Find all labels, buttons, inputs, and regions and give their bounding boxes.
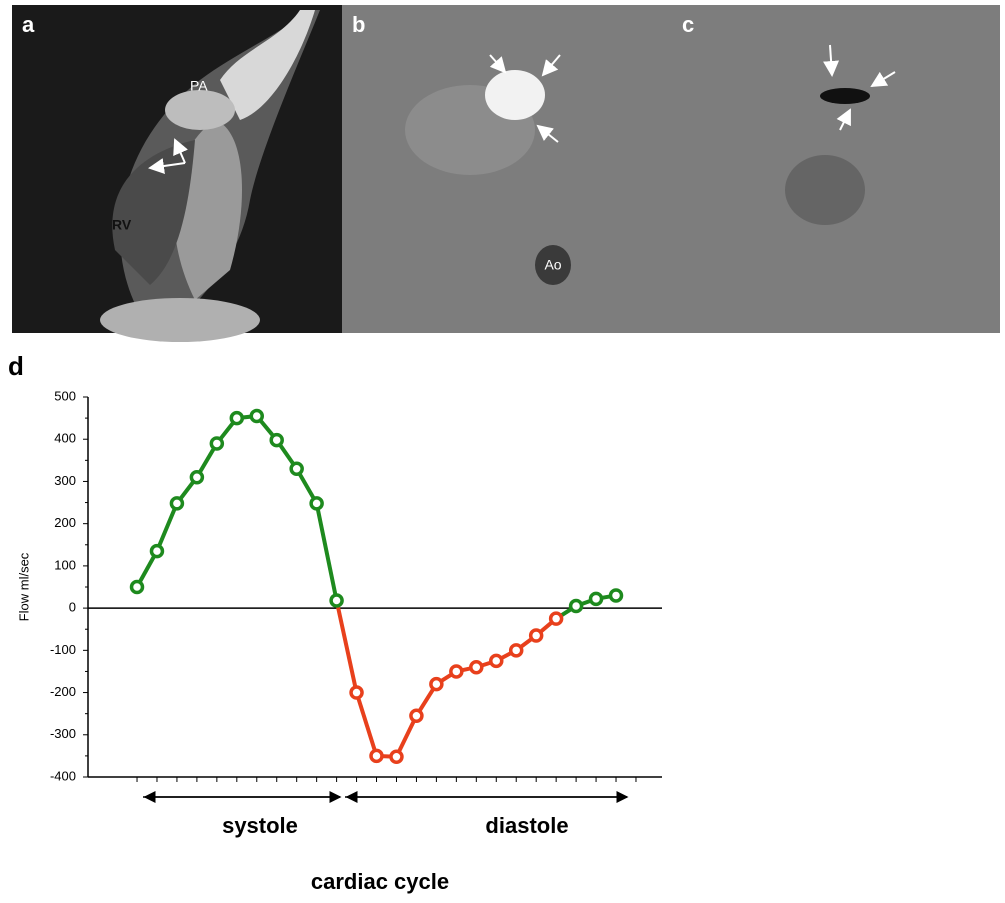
data-point (568, 598, 584, 614)
data-point (229, 410, 245, 426)
data-point (289, 461, 304, 477)
y-tick-label: 200 (54, 515, 76, 530)
y-axis-label: Flow ml/sec (16, 552, 31, 621)
data-point (329, 593, 344, 608)
panel-label: b (352, 12, 365, 37)
panel-label: d (8, 351, 24, 381)
data-point (548, 611, 564, 626)
line-segment (314, 502, 339, 601)
data-point (528, 628, 544, 643)
line-segment (334, 600, 359, 693)
data-point (588, 591, 604, 607)
data-point (608, 588, 624, 603)
annotation: Ao (544, 257, 561, 273)
panel-c: c (672, 5, 1000, 333)
data-point (189, 469, 205, 485)
annotation: diastole (485, 813, 568, 838)
data-point (389, 749, 404, 764)
data-point (469, 659, 484, 675)
panel-label: c (682, 12, 694, 37)
x-axis-label: cardiac cycle (311, 869, 449, 894)
y-tick-label: -100 (50, 642, 76, 657)
annotation: RV (112, 217, 132, 233)
y-tick-label: -300 (50, 726, 76, 741)
line-segment (394, 714, 419, 758)
panel-label: a (22, 12, 35, 37)
panel-a: a PA RV (12, 5, 342, 342)
data-point (508, 643, 524, 658)
data-point (249, 408, 264, 424)
y-tick-label: 300 (54, 473, 76, 488)
data-point (269, 432, 284, 448)
data-point (129, 579, 145, 595)
data-point (309, 496, 324, 511)
y-tick-label: 400 (54, 431, 76, 446)
y-tick-label: -200 (50, 684, 76, 699)
data-point (349, 685, 364, 700)
data-point (449, 664, 464, 679)
data-point (489, 653, 504, 669)
data-point (369, 748, 384, 764)
data-point (409, 708, 424, 724)
annotation: PA (190, 78, 208, 94)
annotation: systole (222, 813, 298, 838)
y-tick-label: 500 (54, 388, 76, 403)
data-point (169, 496, 185, 511)
data-point (149, 543, 165, 559)
y-tick-label: 0 (69, 600, 76, 615)
data-point (209, 436, 225, 451)
data-point (429, 676, 444, 692)
panel-b: b Ao (342, 5, 672, 333)
y-tick-label: 100 (54, 557, 76, 572)
line-segment (354, 691, 379, 757)
y-tick-label: -400 (50, 768, 76, 783)
line-segment (155, 502, 179, 552)
